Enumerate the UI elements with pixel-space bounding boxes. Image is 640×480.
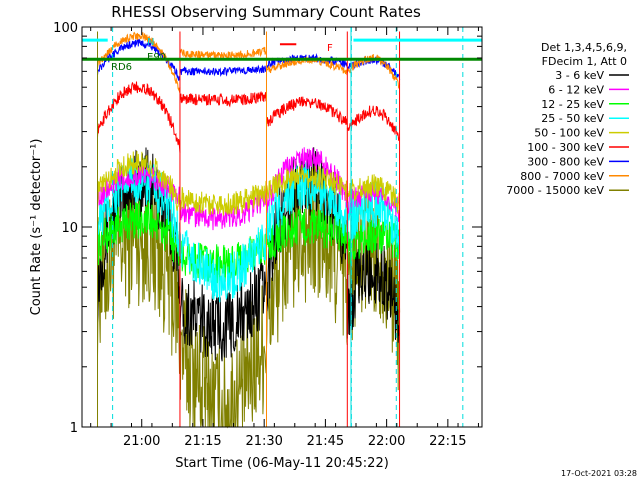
annotation-n: N: [147, 37, 154, 48]
y-tick-label: 1: [70, 421, 78, 436]
series-trace: [179, 64, 267, 78]
series-trace: [97, 150, 181, 211]
series-trace: [179, 254, 267, 362]
series-trace: [266, 164, 348, 201]
series-trace: [266, 208, 348, 260]
y-axis: 1 10 100: [53, 21, 482, 436]
legend-label: 300 - 800 keV: [527, 155, 604, 168]
series-trace: [97, 174, 181, 374]
series-trace: [97, 199, 181, 266]
x-tick-label: 21:45: [307, 434, 344, 449]
y-tick-label: 100: [53, 21, 78, 36]
series-trace: [346, 54, 401, 90]
series-trace: [179, 224, 267, 303]
series-trace: [97, 81, 181, 153]
series-trace: [179, 232, 267, 284]
legend: Det 1,3,4,5,6,9, FDecim 1, Att 0 3 - 6 k…: [506, 41, 629, 197]
x-axis: 21:00 21:15 21:30 21:45 22:00 22:15: [90, 27, 479, 449]
annotation-rd6: RD6: [111, 62, 132, 73]
x-tick-label: 21:30: [245, 434, 282, 449]
x-axis-label: Start Time (06-May-11 20:45:22): [175, 456, 389, 471]
x-tick-label: 22:00: [368, 434, 405, 449]
series-trace: [346, 181, 401, 255]
series-trace: [97, 157, 181, 257]
legend-label: 25 - 50 keV: [541, 112, 604, 125]
annotation-e90: E90: [147, 52, 166, 63]
x-tick-label: 21:15: [184, 434, 221, 449]
legend-label: 12 - 25 keV: [541, 98, 604, 111]
series-trace: [266, 96, 348, 127]
y-axis-label: Count Rate (s⁻¹ detector⁻¹): [29, 139, 44, 316]
series-trace: [346, 105, 401, 141]
legend-label: 3 - 6 keV: [555, 69, 604, 82]
series-trace: [346, 174, 401, 214]
series-trace: [179, 180, 267, 216]
chart-title: RHESSI Observing Summary Count Rates: [111, 3, 421, 21]
legend-title-line-1: Det 1,3,4,5,6,9,: [541, 41, 627, 54]
annotation-f: F: [327, 43, 333, 54]
legend-label: 100 - 300 keV: [527, 141, 604, 154]
footer-timestamp: 17-Oct-2021 03:28: [561, 469, 637, 478]
series-trace: [179, 91, 267, 108]
legend-label: 50 - 100 keV: [534, 127, 604, 140]
x-tick-label: 22:15: [429, 434, 466, 449]
y-tick-label: 10: [61, 221, 78, 236]
legend-title-line-2: FDecim 1, Att 0: [542, 55, 627, 68]
series-trace: [266, 162, 348, 247]
legend-label: 6 - 12 keV: [548, 83, 604, 96]
legend-label: 800 - 7000 keV: [520, 170, 604, 183]
plot-area: [81, 27, 482, 429]
x-tick-label: 21:00: [123, 434, 160, 449]
legend-label: 7000 - 15000 keV: [506, 184, 604, 197]
series-trace: [346, 238, 401, 343]
